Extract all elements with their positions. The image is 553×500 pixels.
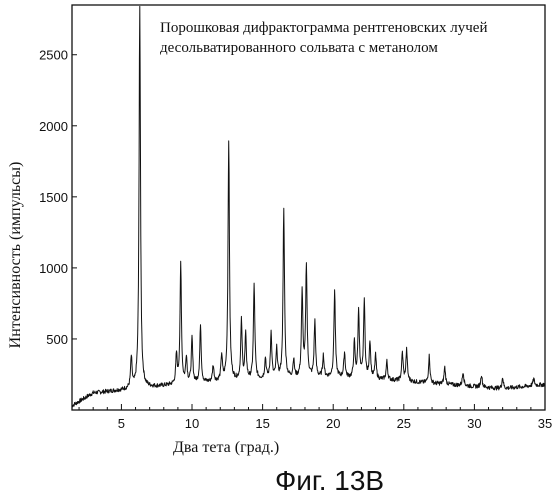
y-tick-label: 1000: [39, 261, 68, 276]
x-tick-label: 15: [255, 416, 269, 431]
x-tick-label: 30: [467, 416, 481, 431]
y-tick-label: 1500: [39, 190, 68, 205]
y-axis-label: Интенсивность (импульсы): [7, 162, 24, 349]
x-tick-label: 5: [118, 416, 125, 431]
y-tick-label: 500: [46, 332, 68, 347]
y-tick-label: 2000: [39, 119, 68, 134]
chart-title-line-2: десольватированного сольвата с метанолом: [160, 40, 438, 56]
chart-title-line-1: Порошковая дифрактограмма рентгеновских …: [160, 20, 488, 36]
diffraction-pattern-line: [71, 5, 546, 408]
x-tick-label: 35: [538, 416, 552, 431]
x-tick-label: 10: [185, 416, 199, 431]
x-axis-ticks: 5 10 15 20 25 30 35: [78, 404, 552, 431]
figure-caption: Фиг. 13B: [275, 465, 384, 496]
y-tick-label: 2500: [39, 48, 68, 63]
x-axis-label: Два тета (град.): [173, 439, 279, 456]
x-tick-label: 20: [326, 416, 340, 431]
plot-frame: [71, 4, 546, 411]
x-tick-label: 25: [397, 416, 411, 431]
y-axis-ticks: 500 1000 1500 2000 2500: [39, 48, 77, 347]
